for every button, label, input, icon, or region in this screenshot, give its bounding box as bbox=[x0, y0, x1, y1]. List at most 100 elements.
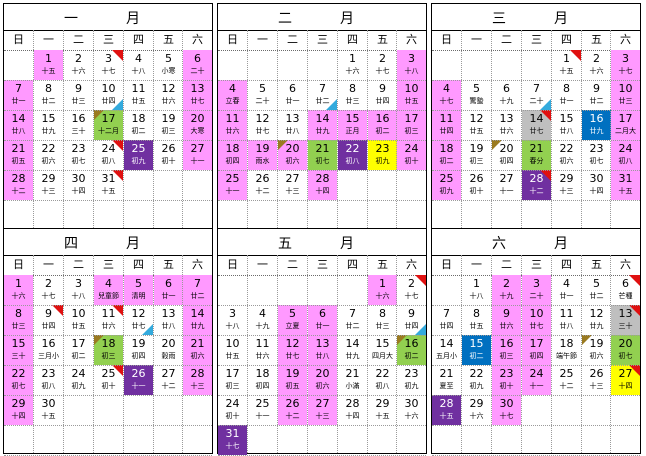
day-cell[interactable]: 10 廿五 bbox=[218, 335, 247, 365]
day-cell[interactable]: 26 初十 bbox=[154, 140, 183, 170]
day-cell[interactable]: 17 二月大 bbox=[611, 110, 640, 140]
day-cell[interactable]: 16 初二 bbox=[397, 335, 426, 365]
day-cell[interactable]: 23 初十 bbox=[492, 365, 521, 395]
day-cell[interactable]: 27 十二 bbox=[154, 365, 183, 395]
day-cell[interactable]: 16 三十 bbox=[64, 110, 93, 140]
day-cell[interactable]: 23 初七 bbox=[582, 140, 611, 170]
day-cell[interactable]: 13 廿八 bbox=[278, 110, 307, 140]
day-cell[interactable]: 25 初九 bbox=[124, 140, 153, 170]
day-cell[interactable]: 30 十四 bbox=[64, 170, 93, 200]
day-cell[interactable]: 1 十五 bbox=[552, 50, 581, 80]
day-cell[interactable]: 4 十九 bbox=[248, 305, 277, 335]
day-cell[interactable]: 24 初八 bbox=[94, 140, 123, 170]
day-cell[interactable]: 26 十三 bbox=[582, 365, 611, 395]
day-cell[interactable]: 30 十七 bbox=[492, 395, 521, 425]
day-cell[interactable]: 26 十二 bbox=[248, 170, 277, 200]
day-cell[interactable]: 27 十一 bbox=[492, 170, 521, 200]
day-cell[interactable]: 26 十一 bbox=[124, 365, 153, 395]
day-cell[interactable]: 29 十四 bbox=[4, 395, 33, 425]
day-cell[interactable]: 22 初七 bbox=[4, 365, 33, 395]
day-cell[interactable]: 11 廿六 bbox=[218, 110, 247, 140]
day-cell[interactable]: 4 十七 bbox=[432, 80, 461, 110]
day-cell[interactable]: 14 廿八 bbox=[4, 110, 33, 140]
day-cell[interactable]: 23 初九 bbox=[368, 140, 397, 170]
day-cell[interactable]: 27 十三 bbox=[278, 170, 307, 200]
day-cell[interactable]: 8 廿五 bbox=[462, 305, 491, 335]
day-cell[interactable]: 29 十三 bbox=[552, 170, 581, 200]
day-cell[interactable]: 9 廿四 bbox=[368, 80, 397, 110]
day-cell[interactable]: 12 廿七 bbox=[278, 335, 307, 365]
day-cell[interactable]: 28 十四 bbox=[308, 170, 337, 200]
day-cell[interactable]: 23 初八 bbox=[34, 365, 63, 395]
day-cell[interactable]: 10 廿三 bbox=[611, 80, 640, 110]
day-cell[interactable]: 14 廿七 bbox=[522, 110, 551, 140]
day-cell[interactable]: 19 初四 bbox=[124, 335, 153, 365]
day-cell[interactable]: 21 小滿 bbox=[338, 365, 367, 395]
day-cell[interactable]: 5 驚蟄 bbox=[462, 80, 491, 110]
day-cell[interactable]: 8 廿三 bbox=[338, 80, 367, 110]
day-cell[interactable]: 25 初十 bbox=[94, 365, 123, 395]
day-cell[interactable]: 23 初七 bbox=[64, 140, 93, 170]
day-cell[interactable]: 17 初三 bbox=[218, 365, 247, 395]
day-cell[interactable]: 21 春分 bbox=[522, 140, 551, 170]
day-cell[interactable]: 18 端午節 bbox=[552, 335, 581, 365]
day-cell[interactable]: 17 初三 bbox=[397, 110, 426, 140]
day-cell[interactable]: 29 十六 bbox=[462, 395, 491, 425]
day-cell[interactable]: 5 小寒 bbox=[154, 50, 183, 80]
day-cell[interactable]: 12 廿七 bbox=[248, 110, 277, 140]
day-cell[interactable]: 11 廿四 bbox=[432, 110, 461, 140]
day-cell[interactable]: 29 十五 bbox=[368, 395, 397, 425]
day-cell[interactable]: 5 廿二 bbox=[582, 275, 611, 305]
day-cell[interactable]: 3 十七 bbox=[94, 50, 123, 80]
day-cell[interactable]: 18 初二 bbox=[432, 140, 461, 170]
day-cell[interactable]: 7 廿二 bbox=[308, 80, 337, 110]
day-cell[interactable]: 23 初九 bbox=[397, 365, 426, 395]
day-cell[interactable]: 27 十一 bbox=[183, 140, 212, 170]
day-cell[interactable]: 31 十五 bbox=[611, 170, 640, 200]
day-cell[interactable]: 22 初九 bbox=[462, 365, 491, 395]
day-cell[interactable]: 15 四月大 bbox=[368, 335, 397, 365]
day-cell[interactable]: 2 十七 bbox=[34, 275, 63, 305]
day-cell[interactable]: 11 廿六 bbox=[248, 335, 277, 365]
day-cell[interactable]: 16 初二 bbox=[368, 110, 397, 140]
day-cell[interactable]: 9 廿三 bbox=[64, 80, 93, 110]
day-cell[interactable]: 31 十七 bbox=[218, 425, 247, 455]
day-cell[interactable]: 1 十六 bbox=[368, 275, 397, 305]
day-cell[interactable]: 1 十六 bbox=[4, 275, 33, 305]
day-cell[interactable]: 12 廿六 bbox=[154, 80, 183, 110]
day-cell[interactable]: 25 十一 bbox=[248, 395, 277, 425]
day-cell[interactable]: 3 十七 bbox=[611, 50, 640, 80]
day-cell[interactable]: 26 十二 bbox=[278, 395, 307, 425]
day-cell[interactable]: 10 廿四 bbox=[94, 80, 123, 110]
day-cell[interactable]: 5 清明 bbox=[124, 275, 153, 305]
day-cell[interactable]: 30 十五 bbox=[34, 395, 63, 425]
day-cell[interactable]: 20 初七 bbox=[611, 335, 640, 365]
day-cell[interactable]: 12 廿五 bbox=[462, 110, 491, 140]
day-cell[interactable]: 20 初四 bbox=[492, 140, 521, 170]
day-cell[interactable]: 15 廿八 bbox=[552, 110, 581, 140]
day-cell[interactable]: 1 十八 bbox=[462, 275, 491, 305]
day-cell[interactable]: 14 廿九 bbox=[338, 335, 367, 365]
day-cell[interactable]: 18 初四 bbox=[248, 365, 277, 395]
day-cell[interactable]: 15 三十 bbox=[4, 335, 33, 365]
day-cell[interactable]: 27 十三 bbox=[308, 395, 337, 425]
day-cell[interactable]: 19 初六 bbox=[582, 335, 611, 365]
day-cell[interactable]: 13 廿八 bbox=[308, 335, 337, 365]
day-cell[interactable]: 6 廿一 bbox=[308, 305, 337, 335]
day-cell[interactable]: 16 三月小 bbox=[34, 335, 63, 365]
day-cell[interactable]: 8 廿一 bbox=[552, 80, 581, 110]
day-cell[interactable]: 18 初二 bbox=[124, 110, 153, 140]
day-cell[interactable]: 16 初三 bbox=[492, 335, 521, 365]
day-cell[interactable]: 22 初六 bbox=[552, 140, 581, 170]
day-cell[interactable]: 8 廿三 bbox=[4, 305, 33, 335]
day-cell[interactable]: 4 兒童節 bbox=[94, 275, 123, 305]
day-cell[interactable]: 29 十三 bbox=[34, 170, 63, 200]
day-cell[interactable]: 7 廿四 bbox=[432, 305, 461, 335]
day-cell[interactable]: 24 初十 bbox=[218, 395, 247, 425]
day-cell[interactable]: 6 十九 bbox=[492, 80, 521, 110]
day-cell[interactable]: 22 初八 bbox=[338, 140, 367, 170]
day-cell[interactable]: 14 廿九 bbox=[308, 110, 337, 140]
day-cell[interactable]: 9 廿四 bbox=[34, 305, 63, 335]
day-cell[interactable]: 19 初三 bbox=[462, 140, 491, 170]
day-cell[interactable]: 6 芒種 bbox=[611, 275, 640, 305]
